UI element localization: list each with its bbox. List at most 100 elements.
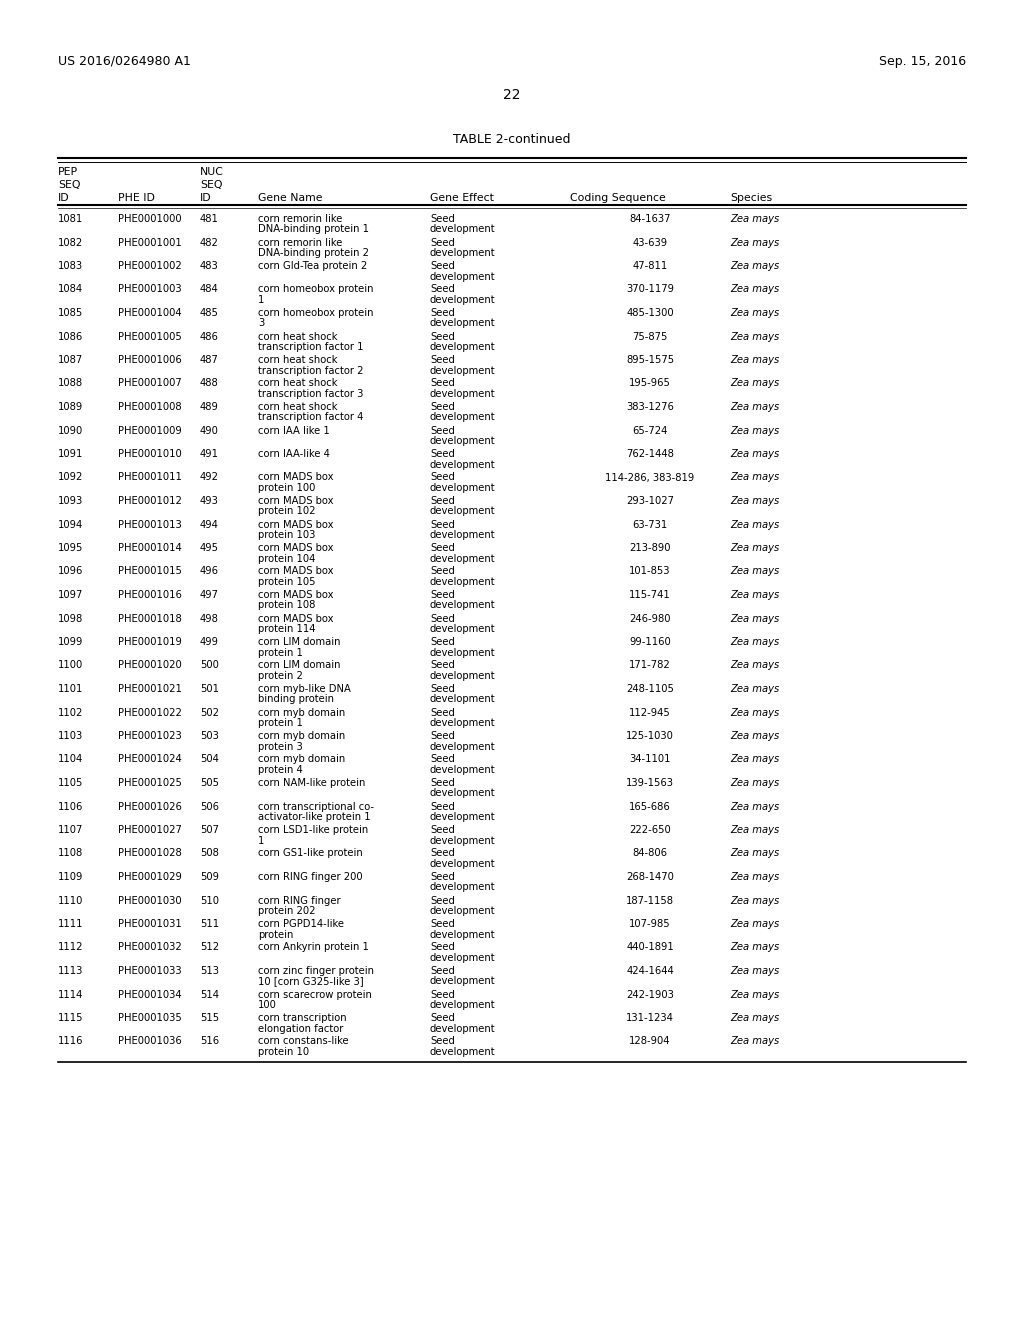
Text: 490: 490: [200, 425, 219, 436]
Text: Seed: Seed: [430, 214, 455, 224]
Text: 100: 100: [258, 1001, 276, 1010]
Text: Seed: Seed: [430, 638, 455, 647]
Text: Zea mays: Zea mays: [730, 543, 779, 553]
Text: Seed: Seed: [430, 873, 455, 882]
Text: 1094: 1094: [58, 520, 83, 529]
Text: 495: 495: [200, 543, 219, 553]
Text: development: development: [430, 366, 496, 375]
Text: PHE0001024: PHE0001024: [118, 755, 181, 764]
Text: development: development: [430, 1047, 496, 1057]
Text: 511: 511: [200, 919, 219, 929]
Text: 213-890: 213-890: [630, 543, 671, 553]
Text: 139-1563: 139-1563: [626, 777, 674, 788]
Text: 268-1470: 268-1470: [626, 873, 674, 882]
Text: 248-1105: 248-1105: [626, 684, 674, 694]
Text: corn heat shock: corn heat shock: [258, 379, 338, 388]
Text: Zea mays: Zea mays: [730, 214, 779, 224]
Text: PHE0001005: PHE0001005: [118, 331, 181, 342]
Text: Zea mays: Zea mays: [730, 849, 779, 858]
Text: PHE0001000: PHE0001000: [118, 214, 181, 224]
Text: development: development: [430, 1001, 496, 1010]
Text: PHE0001025: PHE0001025: [118, 777, 182, 788]
Text: 486: 486: [200, 331, 219, 342]
Text: development: development: [430, 929, 496, 940]
Text: 424-1644: 424-1644: [626, 966, 674, 975]
Text: elongation factor: elongation factor: [258, 1023, 343, 1034]
Text: development: development: [430, 531, 496, 540]
Text: Zea mays: Zea mays: [730, 425, 779, 436]
Text: corn IAA like 1: corn IAA like 1: [258, 425, 330, 436]
Text: PHE0001028: PHE0001028: [118, 849, 181, 858]
Text: 1102: 1102: [58, 708, 83, 718]
Text: 482: 482: [200, 238, 219, 248]
Text: 1097: 1097: [58, 590, 83, 601]
Text: DNA-binding protein 1: DNA-binding protein 1: [258, 224, 369, 235]
Text: 125-1030: 125-1030: [626, 731, 674, 741]
Text: PHE0001012: PHE0001012: [118, 496, 182, 506]
Text: Seed: Seed: [430, 449, 455, 459]
Text: 496: 496: [200, 566, 219, 577]
Text: 491: 491: [200, 449, 219, 459]
Text: 242-1903: 242-1903: [626, 990, 674, 999]
Text: 3: 3: [258, 318, 264, 329]
Text: Zea mays: Zea mays: [730, 331, 779, 342]
Text: ID: ID: [200, 193, 212, 203]
Text: Seed: Seed: [430, 566, 455, 577]
Text: development: development: [430, 906, 496, 916]
Text: PHE0001007: PHE0001007: [118, 379, 181, 388]
Text: Species: Species: [730, 193, 772, 203]
Text: Seed: Seed: [430, 1036, 455, 1047]
Text: protein 4: protein 4: [258, 766, 303, 775]
Text: development: development: [430, 766, 496, 775]
Text: 1108: 1108: [58, 849, 83, 858]
Text: SEQ: SEQ: [58, 180, 81, 190]
Text: 1111: 1111: [58, 919, 84, 929]
Text: 43-639: 43-639: [633, 238, 668, 248]
Text: 487: 487: [200, 355, 219, 366]
Text: 1107: 1107: [58, 825, 83, 836]
Text: PHE0001013: PHE0001013: [118, 520, 181, 529]
Text: 483: 483: [200, 261, 219, 271]
Text: 165-686: 165-686: [629, 801, 671, 812]
Text: 498: 498: [200, 614, 219, 623]
Text: corn remorin like: corn remorin like: [258, 238, 342, 248]
Text: 488: 488: [200, 379, 219, 388]
Text: Zea mays: Zea mays: [730, 990, 779, 999]
Text: Seed: Seed: [430, 990, 455, 999]
Text: Seed: Seed: [430, 473, 455, 483]
Text: 502: 502: [200, 708, 219, 718]
Text: 383-1276: 383-1276: [626, 403, 674, 412]
Text: development: development: [430, 294, 496, 305]
Text: 1110: 1110: [58, 895, 83, 906]
Text: corn zinc finger protein: corn zinc finger protein: [258, 966, 374, 975]
Text: 101-853: 101-853: [630, 566, 671, 577]
Text: 514: 514: [200, 990, 219, 999]
Text: development: development: [430, 412, 496, 422]
Text: SEQ: SEQ: [200, 180, 222, 190]
Text: 493: 493: [200, 496, 219, 506]
Text: Seed: Seed: [430, 684, 455, 694]
Text: Seed: Seed: [430, 425, 455, 436]
Text: development: development: [430, 577, 496, 587]
Text: corn LIM domain: corn LIM domain: [258, 660, 341, 671]
Text: Seed: Seed: [430, 520, 455, 529]
Text: development: development: [430, 342, 496, 352]
Text: corn homeobox protein: corn homeobox protein: [258, 308, 374, 318]
Text: transcription factor 1: transcription factor 1: [258, 342, 364, 352]
Text: corn IAA-like 4: corn IAA-like 4: [258, 449, 330, 459]
Text: Seed: Seed: [430, 261, 455, 271]
Text: 99-1160: 99-1160: [629, 638, 671, 647]
Text: protein 2: protein 2: [258, 671, 303, 681]
Text: 513: 513: [200, 966, 219, 975]
Text: protein: protein: [258, 929, 293, 940]
Text: Seed: Seed: [430, 801, 455, 812]
Text: Seed: Seed: [430, 331, 455, 342]
Text: Sep. 15, 2016: Sep. 15, 2016: [879, 55, 966, 69]
Text: corn MADS box: corn MADS box: [258, 566, 334, 577]
Text: 293-1027: 293-1027: [626, 496, 674, 506]
Text: PHE0001015: PHE0001015: [118, 566, 182, 577]
Text: Zea mays: Zea mays: [730, 731, 779, 741]
Text: 370-1179: 370-1179: [626, 285, 674, 294]
Text: transcription factor 2: transcription factor 2: [258, 366, 364, 375]
Text: 497: 497: [200, 590, 219, 601]
